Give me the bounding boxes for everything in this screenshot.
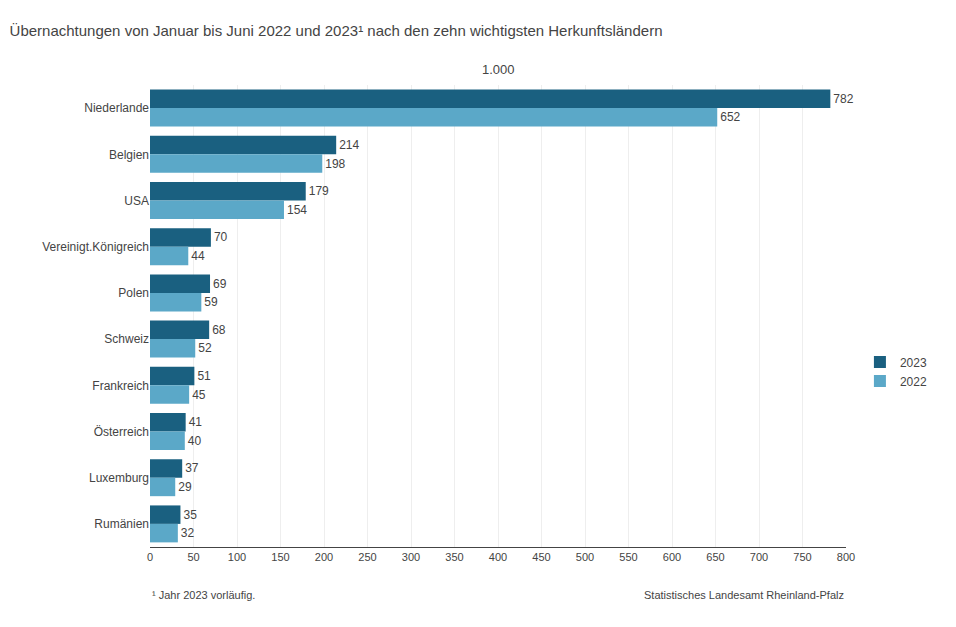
svg-text:250: 250 [358,551,376,563]
svg-text:50: 50 [187,551,199,563]
svg-text:68: 68 [212,323,226,337]
svg-text:Belgien: Belgien [109,148,149,162]
svg-text:Frankreich: Frankreich [92,379,149,393]
svg-text:Rumänien: Rumänien [94,517,149,531]
svg-text:300: 300 [402,551,420,563]
svg-text:214: 214 [339,138,359,152]
svg-text:41: 41 [189,415,203,429]
svg-text:198: 198 [325,157,345,171]
svg-text:40: 40 [188,434,202,448]
svg-text:Niederlande: Niederlande [84,101,149,115]
svg-text:Übernachtungen von Januar bis: Übernachtungen von Januar bis Juni 2022 … [10,22,663,39]
svg-text:35: 35 [183,508,197,522]
svg-text:150: 150 [271,551,289,563]
svg-text:70: 70 [214,230,228,244]
svg-text:Luxemburg: Luxemburg [89,471,149,485]
svg-text:0: 0 [147,551,153,563]
svg-text:59: 59 [204,295,218,309]
svg-text:652: 652 [720,110,740,124]
svg-text:600: 600 [663,551,681,563]
svg-text:Polen: Polen [118,286,149,300]
svg-text:200: 200 [315,551,333,563]
svg-text:52: 52 [198,341,212,355]
svg-text:550: 550 [619,551,637,563]
svg-text:800: 800 [837,551,855,563]
svg-text:2023: 2023 [900,356,927,370]
svg-text:32: 32 [181,526,195,540]
svg-text:650: 650 [706,551,724,563]
svg-text:69: 69 [213,277,227,291]
svg-text:750: 750 [793,551,811,563]
svg-text:450: 450 [532,551,550,563]
svg-text:100: 100 [228,551,246,563]
svg-text:1.000: 1.000 [482,62,515,77]
svg-text:USA: USA [124,194,149,208]
svg-text:400: 400 [489,551,507,563]
svg-text:700: 700 [750,551,768,563]
svg-text:782: 782 [833,92,853,106]
svg-text:2022: 2022 [900,375,927,389]
svg-text:29: 29 [178,480,192,494]
svg-text:37: 37 [185,461,199,475]
svg-text:Statistisches Landesamt Rheinl: Statistisches Landesamt Rheinland-Pfalz [644,589,844,601]
svg-text:Schweiz: Schweiz [104,332,149,346]
svg-text:¹ Jahr 2023 vorläufig.: ¹ Jahr 2023 vorläufig. [152,589,255,601]
svg-text:179: 179 [309,184,329,198]
svg-text:44: 44 [191,249,205,263]
svg-text:Vereinigt.Königreich: Vereinigt.Königreich [42,240,149,254]
svg-text:45: 45 [192,388,206,402]
svg-text:Österreich: Österreich [94,425,149,439]
svg-text:154: 154 [287,203,307,217]
svg-text:51: 51 [197,369,211,383]
svg-text:350: 350 [445,551,463,563]
svg-text:500: 500 [576,551,594,563]
